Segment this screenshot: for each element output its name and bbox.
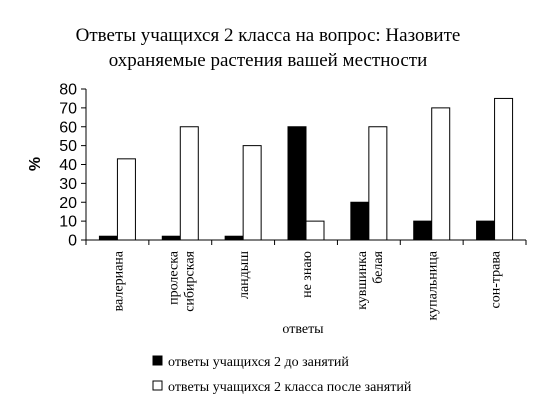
y-tick-label: 60 [59, 119, 77, 136]
x-axis-label: ответы [282, 322, 324, 337]
y-axis-label: % [27, 157, 44, 171]
chart-title-line-1: Ответы учащихся 2 класса на вопрос: Назо… [76, 25, 461, 46]
bar-series-1 [224, 235, 244, 241]
y-tick-label: 40 [59, 157, 77, 174]
bar-series-2 [431, 107, 451, 241]
legend-swatch [152, 380, 163, 391]
legend: ответы учащихся 2 до занятий ответы учащи… [152, 355, 412, 395]
y-tick-label: 10 [59, 214, 77, 231]
y-tick-label: 0 [68, 233, 77, 250]
bar-series-1 [287, 126, 307, 241]
bar-series-1 [161, 235, 181, 241]
bar-series-1 [350, 201, 370, 241]
bar-series-2 [368, 126, 388, 241]
bar-series-2 [494, 97, 514, 241]
x-category-label: сон-трава [489, 250, 504, 308]
legend-label: ответы учащихся 2 класса после занятий [168, 380, 412, 395]
bar-series-2 [242, 145, 262, 241]
x-category-label: ландыш [237, 251, 252, 299]
x-category-label: валериана [111, 250, 126, 311]
y-tick-label: 20 [59, 195, 77, 212]
bar-series-2 [116, 158, 136, 241]
y-tick-label: 50 [59, 138, 77, 155]
x-category-label: сибирская [182, 250, 197, 311]
y-tick-label: 80 [59, 82, 77, 99]
legend-label: ответы учащихся 2 до занятий [168, 355, 349, 370]
bar-series-1 [98, 235, 118, 241]
bar-series-1 [476, 220, 496, 241]
bar-series-2 [305, 220, 325, 241]
y-tick-label: 70 [59, 100, 77, 117]
x-category-label: кувшинка [355, 250, 370, 310]
chart-title-line-2: охраняемые растения вашей местности [109, 50, 428, 71]
x-category-label: белая [371, 250, 386, 283]
x-category-label: не знаю [300, 251, 315, 298]
x-category-label: пролеска [166, 250, 181, 305]
y-tick-label: 30 [59, 176, 77, 193]
bar-series-1 [413, 220, 433, 241]
x-category-label: купальница [426, 250, 441, 320]
legend-swatch [152, 355, 163, 366]
bar-series-2 [179, 126, 199, 241]
